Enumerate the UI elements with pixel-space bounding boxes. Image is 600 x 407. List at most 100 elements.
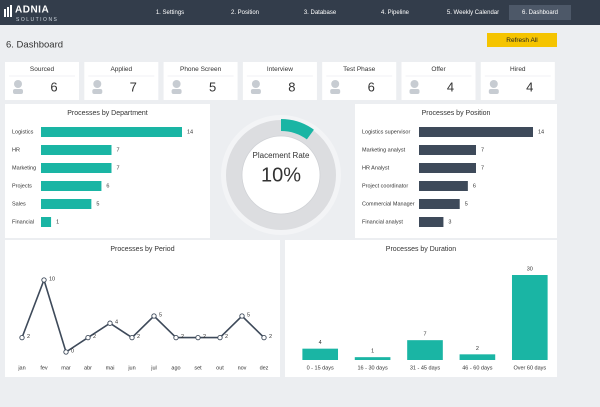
bar <box>419 145 476 155</box>
category-label: dez <box>260 365 269 371</box>
value-label: 2 <box>203 334 206 340</box>
kpi-label: Offer <box>431 66 446 73</box>
kpi-icon <box>171 89 182 94</box>
kpi-icon <box>251 80 260 88</box>
refresh-button-label[interactable]: Refresh All <box>506 37 538 44</box>
kpi-label: Applied <box>110 66 132 73</box>
kpi-label: Phone Screen <box>180 66 222 73</box>
value-label: 4 <box>115 320 118 326</box>
logo-sub: SOLUTIONS <box>16 17 58 23</box>
point <box>151 313 157 319</box>
kpi-value: 8 <box>288 79 295 94</box>
value-label: 2 <box>225 334 228 340</box>
kpi-icon <box>93 80 102 88</box>
page-title: 6. Dashboard <box>6 40 63 51</box>
nav-tab[interactable]: 5. Weekly Calendar <box>447 10 499 16</box>
value-label: 30 <box>527 266 533 272</box>
bar <box>419 181 468 191</box>
point <box>63 349 69 355</box>
active-tab[interactable] <box>509 5 571 20</box>
point <box>19 334 25 341</box>
category-label: mar <box>61 365 71 371</box>
category-label: 46 - 60 days <box>462 365 493 371</box>
kpi-icon <box>489 80 498 88</box>
category-label: out <box>216 365 224 371</box>
bar <box>511 275 548 360</box>
value-label: 3 <box>448 219 451 225</box>
point <box>129 334 135 341</box>
chart-title: Processes by Duration <box>386 246 457 253</box>
category-label: mai <box>106 365 115 371</box>
logo: ADNIA <box>15 5 49 16</box>
kpi-value: 4 <box>447 79 454 94</box>
chart-panel <box>5 240 280 377</box>
kpi-label: Interview <box>267 66 293 73</box>
chart-title: Processes by Position <box>422 110 491 117</box>
nav-tab[interactable]: 4. Pipeline <box>381 10 410 16</box>
bar <box>41 217 52 227</box>
point <box>195 334 201 341</box>
kpi-icon <box>488 89 499 94</box>
value-label: 7 <box>423 332 426 338</box>
point <box>41 277 47 283</box>
bar <box>41 145 112 155</box>
category-label: ago <box>171 365 180 371</box>
category-label: Financial analyst <box>362 219 403 225</box>
category-label: fev <box>40 365 48 371</box>
value-label: 10 <box>49 276 55 282</box>
value-label: 7 <box>481 147 484 153</box>
kpi-icon <box>172 80 181 88</box>
gauge-value: 10% <box>261 164 301 186</box>
kpi-value: 6 <box>50 79 57 94</box>
category-label: Commercial Manager <box>362 201 415 207</box>
kpi-icon <box>409 89 420 94</box>
kpi-label: Hired <box>510 66 526 73</box>
bar <box>419 217 444 227</box>
kpi-icon <box>250 89 261 94</box>
kpi-value: 6 <box>368 79 375 94</box>
point <box>85 334 91 341</box>
value-label: 7 <box>117 147 120 153</box>
category-label: Project coordinator <box>362 183 408 189</box>
point <box>107 320 113 326</box>
gauge-title: Placement Rate <box>253 151 310 160</box>
kpi-row: Sourced 6 Applied 7 Phone Screen 5 Interview 8 T… <box>5 62 555 100</box>
category-label: 31 - 45 days <box>410 365 441 371</box>
category-label: 16 - 30 days <box>357 365 388 371</box>
bar <box>419 163 476 173</box>
category-label: jun <box>127 365 135 371</box>
bar <box>419 199 460 209</box>
value-label: 5 <box>465 201 468 207</box>
kpi-icon <box>330 89 341 94</box>
category-label: 0 - 15 days <box>307 365 334 371</box>
value-label: 2 <box>181 334 184 340</box>
value-label: 2 <box>27 334 30 340</box>
category-label: abr <box>84 365 92 371</box>
value-label: 5 <box>247 312 250 318</box>
category-label: HR Analyst <box>362 165 390 171</box>
category-label: Projects <box>12 183 32 189</box>
bar <box>459 354 496 360</box>
nav-tab[interactable]: 3. Database <box>304 10 337 16</box>
category-label: Financial <box>12 219 34 225</box>
value-label: 7 <box>481 165 484 171</box>
gauge-arc <box>280 119 314 140</box>
point <box>217 334 223 341</box>
chart-title: Processes by Department <box>67 110 148 117</box>
value-label: 14 <box>538 129 544 135</box>
refresh-button[interactable] <box>487 33 557 47</box>
category-label: jul <box>150 365 157 371</box>
top-bar <box>0 0 600 25</box>
bar <box>354 357 391 360</box>
bar <box>41 163 112 173</box>
nav-tab[interactable]: 6. Dashboard <box>522 10 558 16</box>
bar <box>41 181 102 191</box>
nav-tab[interactable]: 1. Settings <box>156 10 184 16</box>
nav-tab[interactable]: 2. Position <box>231 10 259 16</box>
point <box>261 334 267 341</box>
kpi-label: Test Phase <box>343 66 376 73</box>
bar <box>419 127 533 137</box>
kpi-value: 5 <box>209 79 216 94</box>
kpi-label: Sourced <box>30 66 55 73</box>
